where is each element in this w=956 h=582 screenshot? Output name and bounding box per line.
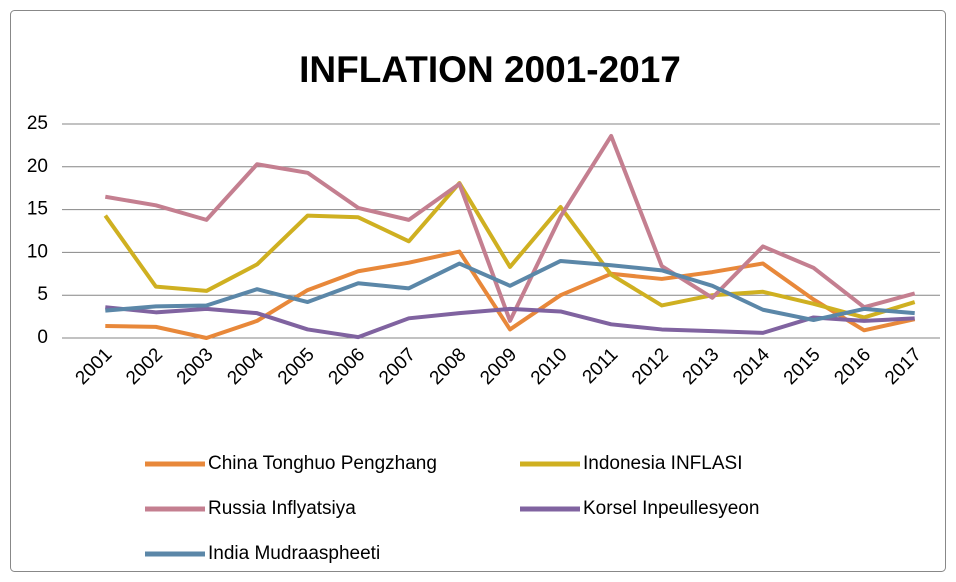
y-tick-label: 0 xyxy=(37,327,48,348)
y-tick-label: 5 xyxy=(37,284,48,305)
legend-label: Russia Inflyatsiya xyxy=(208,498,356,519)
chart-title: INFLATION 2001-2017 xyxy=(299,49,681,90)
series-line xyxy=(105,305,915,340)
legend-label: Korsel Inpeullesyeon xyxy=(583,498,759,519)
y-tick-label: 20 xyxy=(27,156,48,177)
series-line xyxy=(105,249,916,340)
chart-frame xyxy=(10,10,946,572)
y-tick-label: 15 xyxy=(27,199,48,220)
series-line xyxy=(104,133,916,323)
series-line xyxy=(103,181,916,320)
y-tick-label: 10 xyxy=(27,241,48,262)
legend-label: Indonesia INFLASI xyxy=(583,453,742,474)
series-line xyxy=(105,258,915,323)
y-tick-label: 25 xyxy=(27,113,48,134)
legend-label: India Mudraaspheeti xyxy=(208,543,380,564)
legend-label: China Tonghuo Pengzhang xyxy=(208,453,437,474)
